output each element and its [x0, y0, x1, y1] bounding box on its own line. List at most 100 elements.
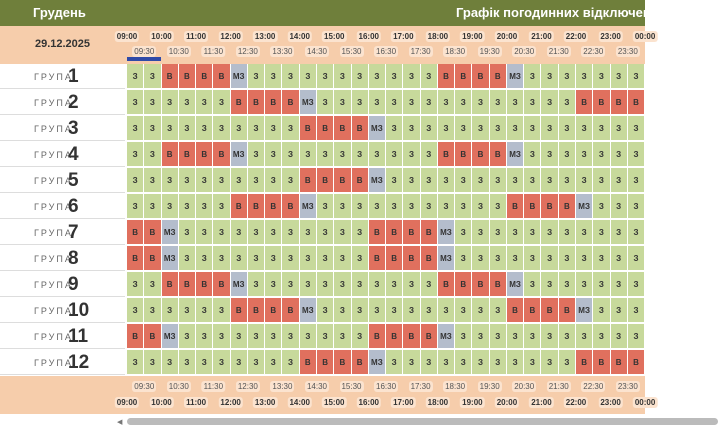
cell: З: [558, 90, 577, 115]
cell: З: [316, 246, 335, 271]
cell: З: [524, 64, 542, 89]
cell: З: [265, 324, 283, 349]
half-hour-label: 17:30: [408, 46, 433, 57]
cell: В: [127, 220, 145, 245]
cell: МЗ: [576, 298, 594, 323]
group-row: [0, 64, 125, 89]
cell: З: [541, 64, 559, 89]
cell: З: [144, 350, 162, 375]
cell: В: [282, 298, 300, 323]
cell: З: [351, 246, 369, 271]
cell: В: [386, 324, 404, 349]
cell: З: [558, 116, 577, 141]
cell: З: [541, 246, 559, 271]
cell: З: [386, 64, 404, 89]
cell: З: [472, 194, 490, 219]
cell: З: [627, 324, 646, 349]
cell: З: [282, 220, 300, 245]
hour-label: 09:00: [114, 31, 140, 42]
cell: З: [506, 246, 525, 271]
cell: В: [489, 142, 507, 167]
cell: В: [196, 142, 214, 167]
cell: З: [334, 64, 352, 89]
cell: З: [247, 168, 266, 193]
cell: В: [299, 168, 317, 193]
cell: З: [506, 220, 525, 245]
cell: З: [213, 90, 231, 115]
cell: З: [610, 298, 628, 323]
cell: В: [213, 142, 231, 167]
cell: З: [558, 220, 577, 245]
hour-label: 11:00: [184, 397, 209, 408]
cell: З: [127, 298, 145, 323]
cell: В: [127, 246, 145, 271]
cell: В: [161, 272, 179, 297]
scrollbar[interactable]: [127, 418, 718, 425]
cell: З: [386, 142, 404, 167]
cell: З: [558, 246, 577, 271]
group-number: 9: [68, 274, 79, 295]
cell: З: [127, 116, 145, 141]
cell: З: [127, 64, 145, 89]
cell: В: [403, 220, 421, 245]
cell: З: [437, 116, 456, 141]
cell: З: [506, 116, 525, 141]
cell: З: [558, 168, 577, 193]
cell: З: [368, 142, 387, 167]
half-hour-label: 20:30: [512, 46, 537, 57]
cell: З: [593, 64, 611, 89]
cell: З: [334, 272, 352, 297]
cell: З: [437, 90, 456, 115]
cell: В: [455, 272, 473, 297]
cell: З: [524, 246, 542, 271]
cell: З: [610, 194, 628, 219]
scroll-arrow[interactable]: ◀: [117, 419, 123, 426]
half-hour-label: 15:30: [339, 46, 364, 57]
hour-label: 17:00: [391, 397, 416, 408]
cell: З: [541, 324, 559, 349]
group-label: ГРУПА: [34, 254, 73, 264]
group-number: 3: [68, 118, 79, 139]
group-number: 12: [68, 352, 90, 373]
cell: З: [178, 298, 197, 323]
cell: З: [489, 220, 507, 245]
cell: З: [541, 168, 559, 193]
group-label: ГРУПА: [34, 280, 73, 290]
cell: В: [455, 64, 473, 89]
group-row: [0, 194, 125, 219]
cell: МЗ: [299, 194, 317, 219]
cell: З: [455, 90, 473, 115]
cell: В: [196, 272, 214, 297]
cell: З: [178, 116, 197, 141]
cell: З: [610, 220, 628, 245]
cell: З: [316, 324, 335, 349]
cell: З: [196, 220, 214, 245]
cell: З: [455, 246, 473, 271]
cell: МЗ: [576, 194, 594, 219]
cell: В: [247, 90, 266, 115]
cell: В: [265, 90, 283, 115]
cell: З: [437, 194, 456, 219]
group-label: ГРУПА: [34, 332, 73, 342]
cell: З: [247, 246, 266, 271]
cell: З: [455, 194, 473, 219]
cell: З: [627, 168, 646, 193]
cell: МЗ: [437, 324, 456, 349]
cell: З: [576, 272, 594, 297]
cell: З: [144, 142, 162, 167]
cell: В: [541, 298, 559, 323]
half-hour-label: 18:30: [443, 46, 468, 57]
cell: В: [437, 64, 456, 89]
cell: З: [593, 116, 611, 141]
cell: З: [524, 142, 542, 167]
cell: З: [265, 142, 283, 167]
cell: З: [593, 298, 611, 323]
group-row: [0, 116, 125, 141]
half-hour-label: 23:30: [615, 381, 640, 392]
cell: З: [178, 220, 197, 245]
cell: З: [196, 324, 214, 349]
cell: В: [610, 90, 628, 115]
group-label: ГРУПА: [34, 228, 73, 238]
cell: З: [316, 142, 335, 167]
cell: З: [368, 64, 387, 89]
